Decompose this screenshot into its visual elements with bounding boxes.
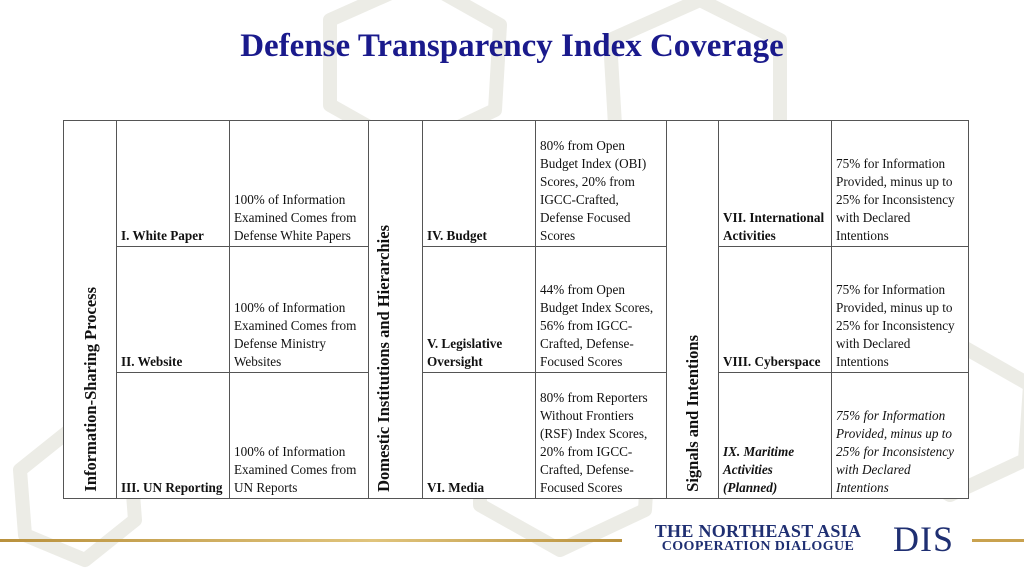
table-row: Information-Sharing Process I. White Pap… xyxy=(63,120,969,499)
coverage-table: Information-Sharing Process I. White Pap… xyxy=(63,120,969,499)
item-description: 100% of Information Examined Comes from … xyxy=(229,120,369,247)
item-description: 44% from Open Budget Index Scores, 56% f… xyxy=(535,246,667,373)
category-domestic-institutions: Domestic Institutions and Hierarchies xyxy=(368,120,423,499)
item-description: 100% of Information Examined Comes from … xyxy=(229,372,369,499)
item-maritime-activities: IX. Maritime Activities (Planned) xyxy=(718,372,832,499)
item-international-activities: VII. International Activities xyxy=(718,120,832,247)
item-description: 75% for Information Provided, minus up t… xyxy=(831,372,969,499)
item-media: VI. Media xyxy=(422,372,536,499)
item-description: 75% for Information Provided, minus up t… xyxy=(831,120,969,247)
item-website: II. Website xyxy=(116,246,230,373)
footer-divider-right xyxy=(972,539,1024,542)
item-description: 80% from Open Budget Index (OBI) Scores,… xyxy=(535,120,667,247)
slide-title: Defense Transparency Index Coverage xyxy=(240,28,784,64)
dis-logo: DIS xyxy=(893,519,955,559)
category-label: Domestic Institutions and Hierarchies xyxy=(374,225,393,492)
item-description: 100% of Information Examined Comes from … xyxy=(229,246,369,373)
organization-name: THE NORTHEAST ASIA COOPERATION DIALOGUE xyxy=(629,521,887,554)
item-description: 80% from Reporters Without Frontiers (RS… xyxy=(535,372,667,499)
item-un-reporting: III. UN Reporting xyxy=(116,372,230,499)
table-row: III. UN Reporting 100% of Information Ex… xyxy=(64,372,969,499)
item-legislative-oversight: V. Legislative Oversight xyxy=(422,246,536,373)
item-white-paper: I. White Paper xyxy=(116,120,230,247)
category-information-sharing: Information-Sharing Process xyxy=(63,120,117,499)
category-label: Information-Sharing Process xyxy=(80,287,100,492)
footer-divider xyxy=(0,539,622,542)
item-description: 75% for Information Provided, minus up t… xyxy=(831,246,969,373)
item-budget: IV. Budget xyxy=(422,120,536,247)
organization-name-line2: COOPERATION DIALOGUE xyxy=(661,539,855,554)
item-cyberspace: VIII. Cyberspace xyxy=(718,246,832,373)
category-label: Signals and Intentions xyxy=(683,335,702,492)
organization-name-line1: THE NORTHEAST ASIA xyxy=(654,521,862,541)
category-signals-intentions: Signals and Intentions xyxy=(666,120,719,499)
table-row: II. Website 100% of Information Examined… xyxy=(64,246,969,373)
